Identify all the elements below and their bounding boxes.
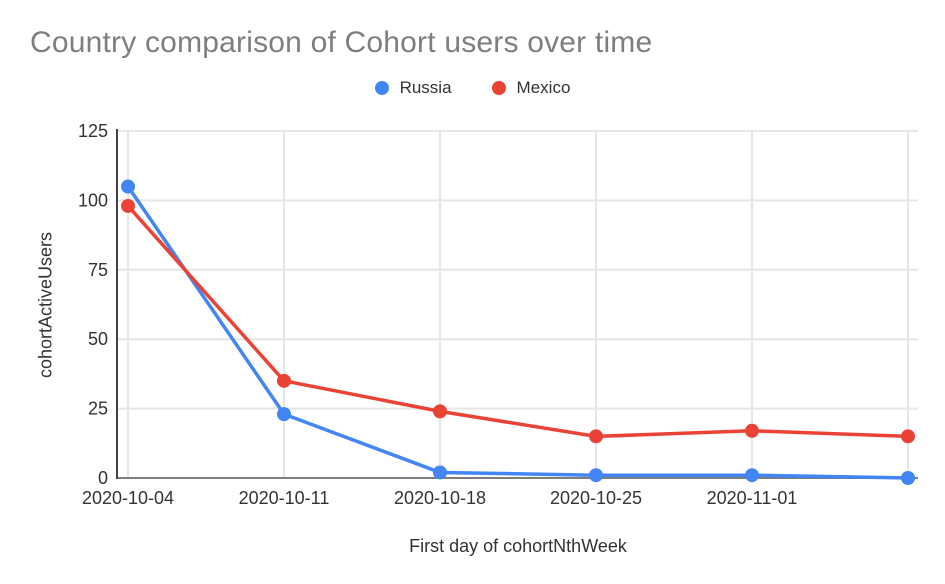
x-axis-title: First day of cohortNthWeek <box>409 536 627 556</box>
y-tick-label: 25 <box>88 399 108 419</box>
y-tick-label: 0 <box>98 468 108 488</box>
y-tick-label: 50 <box>88 329 108 349</box>
russia-series-dot-icon <box>374 81 389 95</box>
data-point-mexico[interactable] <box>433 404 447 419</box>
y-tick-label: 100 <box>78 190 108 210</box>
series-line-russia[interactable] <box>126 184 910 480</box>
chart-title: Country comparison of Cohort users over … <box>30 26 653 59</box>
data-point-russia[interactable] <box>901 471 915 485</box>
data-point-mexico[interactable] <box>277 373 291 388</box>
data-point-russia[interactable] <box>589 468 603 483</box>
x-tick-label: 2020-10-04 <box>82 488 174 508</box>
data-point-mexico[interactable] <box>745 423 759 438</box>
data-point-russia[interactable] <box>745 468 759 483</box>
x-tick-label: 2020-10-11 <box>239 488 330 508</box>
series-line-mexico[interactable] <box>126 204 910 439</box>
y-axis-title: cohortActiveUsers <box>35 231 56 379</box>
legend-label-mexico: Mexico <box>516 78 571 97</box>
y-tick-label: 125 <box>78 121 108 141</box>
legend-item-russia[interactable]: Russia <box>374 78 452 98</box>
legend: Russia Mexico <box>0 76 945 100</box>
x-tick-label: 2020-10-25 <box>550 488 642 508</box>
x-tick-label: 2020-10-18 <box>394 488 486 508</box>
data-point-mexico[interactable] <box>901 429 915 444</box>
data-point-russia[interactable] <box>433 465 447 480</box>
data-point-russia[interactable] <box>121 179 135 194</box>
y-tick-label: 75 <box>88 260 108 280</box>
data-point-mexico[interactable] <box>589 429 603 444</box>
x-tick-label: 2020-11-01 <box>707 488 798 508</box>
legend-item-mexico[interactable]: Mexico <box>491 78 571 98</box>
data-point-mexico[interactable] <box>121 198 135 213</box>
legend-label-russia: Russia <box>399 78 452 97</box>
data-point-russia[interactable] <box>277 407 291 422</box>
mexico-series-dot-icon <box>491 81 506 95</box>
